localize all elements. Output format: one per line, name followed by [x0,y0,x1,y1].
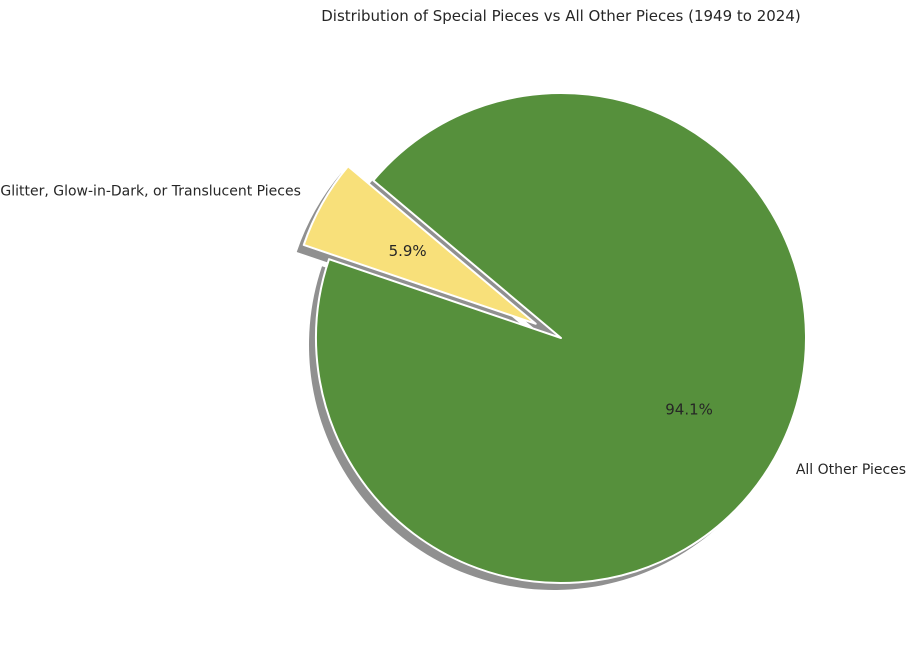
chart-title: Distribution of Special Pieces vs All Ot… [321,7,801,25]
pie-wedge-layer [302,92,807,584]
pie-slice [315,92,807,584]
pie-percent-label: 94.1% [665,401,713,419]
pie-label-layer: 5.9% Glitter, Glow-in-Dark, or Translucen… [0,184,906,479]
pie-percent-label: 5.9% [389,242,427,260]
pie-category-label: Glitter, Glow-in-Dark, or Translucent Pi… [0,184,301,200]
pie-slice [302,165,537,325]
pie-category-label: All Other Pieces [796,462,906,478]
